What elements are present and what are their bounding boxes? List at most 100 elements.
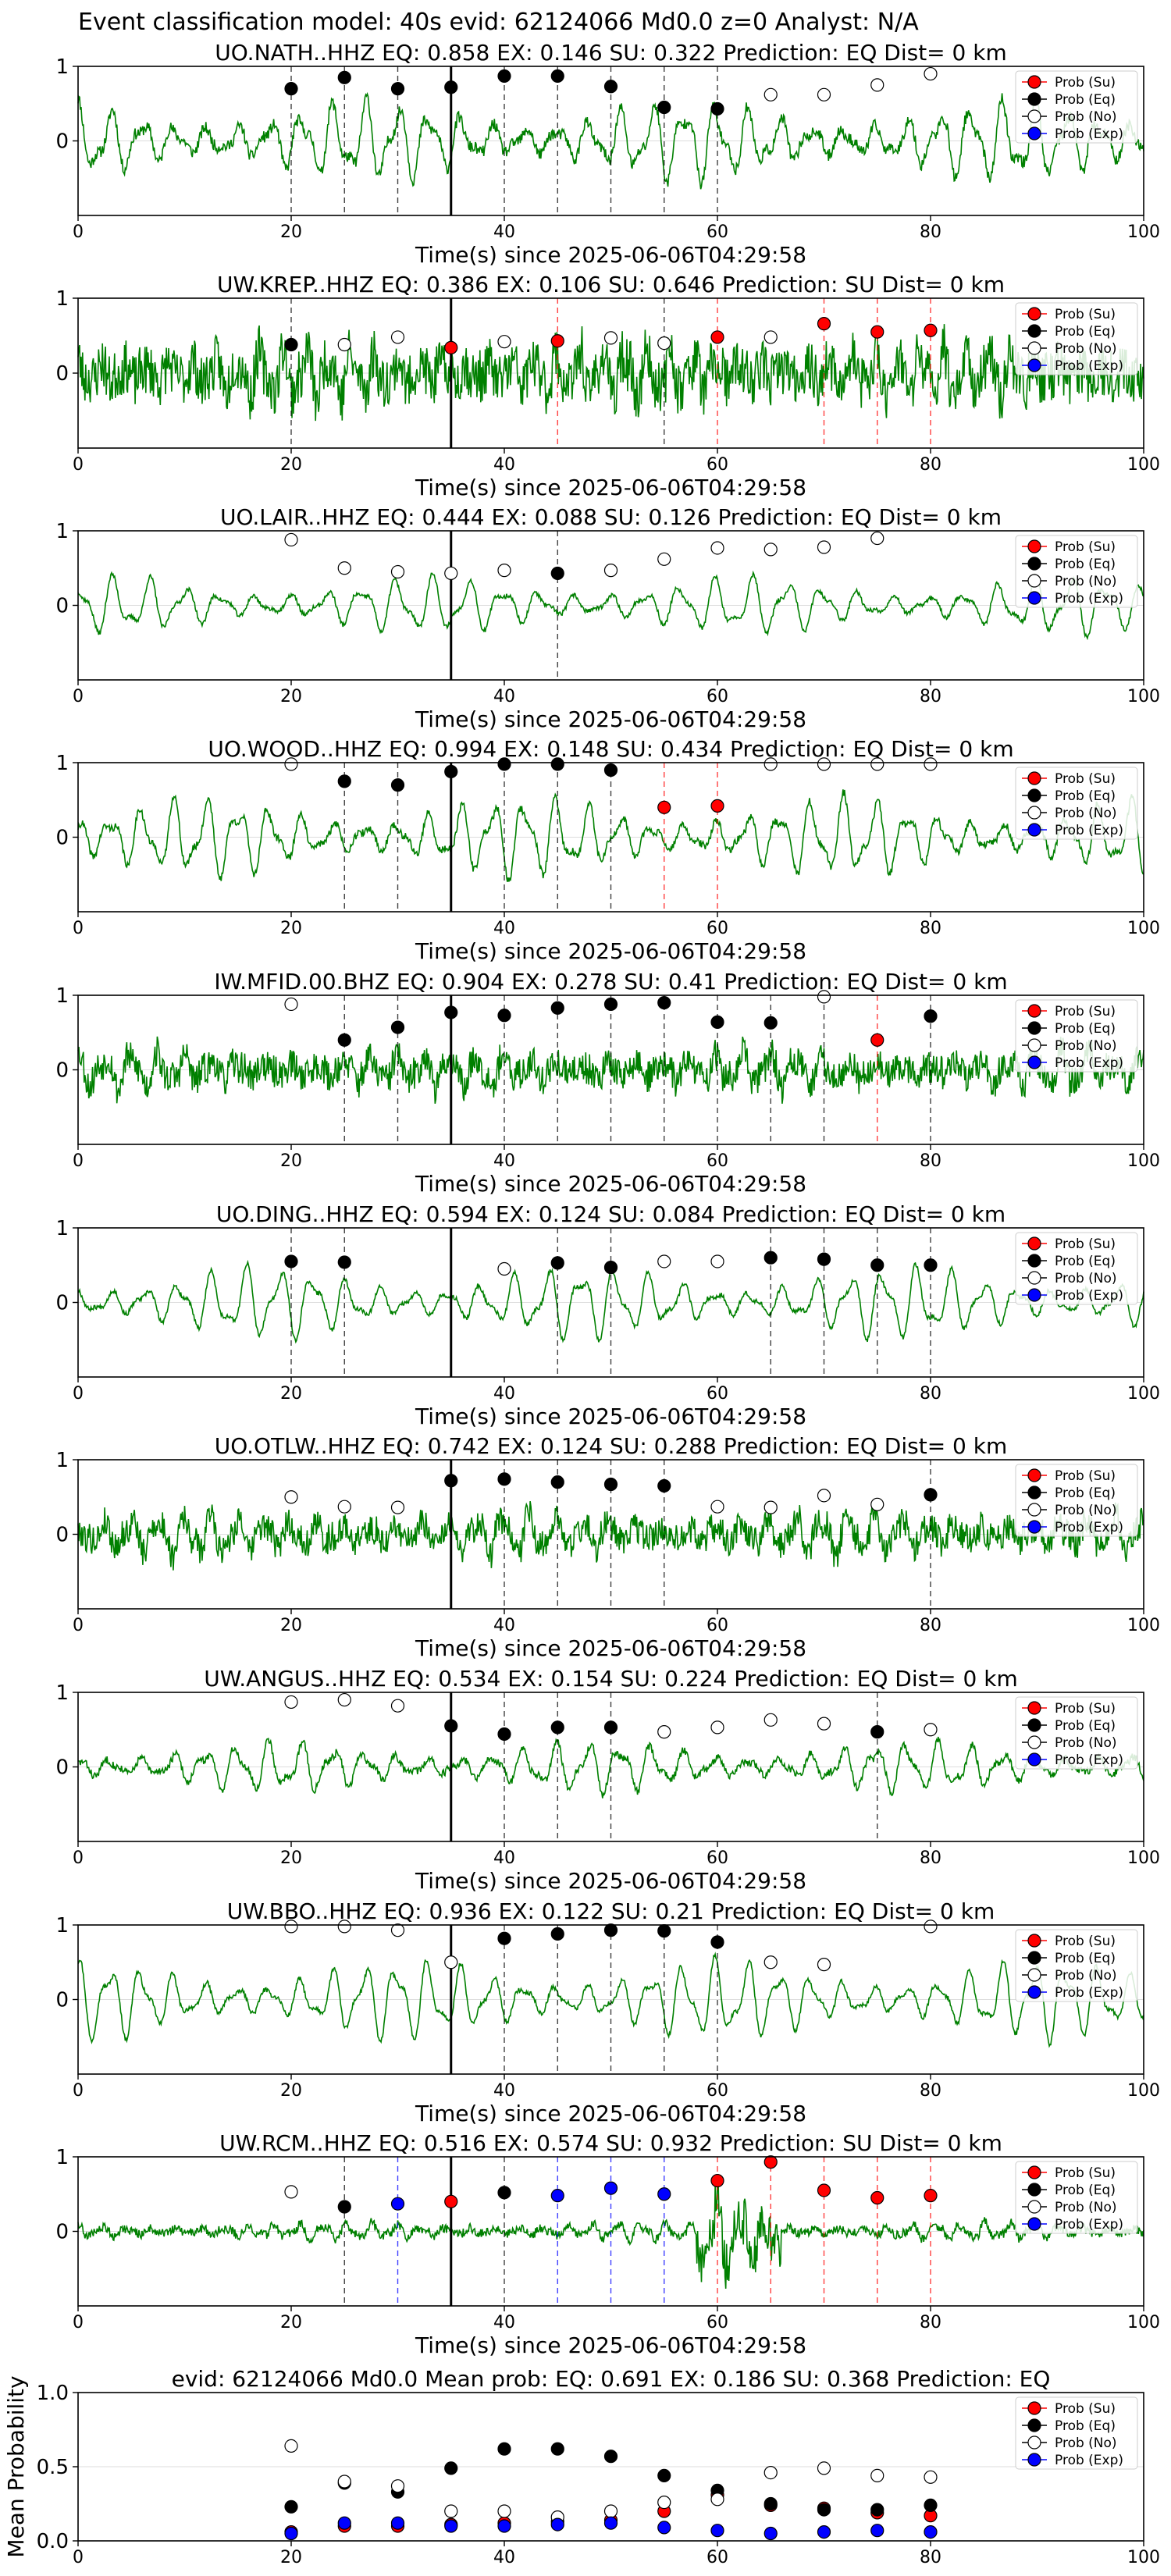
x-tick-label: 40	[493, 1151, 515, 1171]
probability-point	[390, 1020, 405, 1034]
legend-label: Prob (Eq)	[1055, 2183, 1116, 2198]
probability-point	[870, 1258, 884, 1272]
legend-label: Prob (Su)	[1055, 307, 1116, 322]
mean-probability-point	[710, 2524, 724, 2538]
probability-point	[924, 66, 938, 81]
legend-label: Prob (Exp)	[1055, 1288, 1123, 1304]
mean-probability-point	[657, 2496, 671, 2510]
legend: Prob (Su)Prob (Eq)Prob (No)Prob (Exp)	[1015, 1696, 1138, 1770]
x-tick-label: 40	[493, 455, 515, 475]
panel-title: UO.NATH..HHZ EQ: 0.858 EX: 0.146 SU: 0.3…	[215, 40, 1006, 66]
legend-marker	[1027, 2200, 1041, 2214]
mean-probability-point	[657, 2468, 671, 2482]
legend-label: Prob (Eq)	[1055, 788, 1116, 804]
legend-marker	[1027, 1985, 1041, 1999]
y-tick-label: 0	[55, 1292, 69, 1315]
x-tick-label: 0	[73, 1384, 84, 1404]
x-axis-label: Time(s) since 2025-06-06T04:29:58	[415, 2101, 806, 2126]
legend-marker	[1027, 1468, 1041, 1482]
waveform-trace	[77, 1500, 1144, 1571]
legend-label: Prob (No)	[1055, 806, 1117, 821]
probability-point	[497, 564, 511, 578]
y-axis-label: Mean Probability	[3, 2375, 29, 2557]
mean-probability-point	[763, 2466, 778, 2480]
probability-point	[710, 799, 724, 813]
x-tick-label: 100	[1127, 1616, 1160, 1635]
legend-label: Prob (No)	[1055, 1038, 1117, 1054]
x-tick-label: 80	[920, 1848, 941, 1868]
probability-point	[390, 2197, 405, 2211]
probability-point	[390, 778, 405, 792]
probability-point	[603, 1720, 618, 1735]
y-tick-label: 0	[55, 1524, 69, 1547]
legend-marker	[1027, 1485, 1041, 1500]
probability-point	[497, 335, 511, 349]
legend-label: Prob (Exp)	[1055, 358, 1123, 374]
legend-box	[1015, 535, 1138, 608]
waveform-trace	[77, 2180, 1144, 2289]
probability-point	[337, 337, 351, 352]
probability-point	[444, 340, 458, 354]
probability-point	[390, 1923, 405, 1937]
probability-point	[497, 2186, 511, 2200]
legend-label: Prob (No)	[1055, 109, 1117, 125]
legend-label: Prob (No)	[1055, 2200, 1117, 2215]
probability-point	[657, 552, 671, 566]
mean-probability-point	[497, 2504, 511, 2518]
mean-probability-point	[763, 2496, 778, 2511]
probability-point	[763, 757, 778, 771]
legend-marker	[1027, 126, 1041, 141]
probability-point	[337, 561, 351, 575]
x-tick-label: 0	[73, 2313, 84, 2332]
legend-label: Prob (Su)	[1055, 1236, 1116, 1252]
mean-probability-point	[444, 2519, 458, 2533]
legend-label: Prob (Exp)	[1055, 1752, 1123, 1768]
x-tick-label: 0	[73, 222, 84, 242]
probability-point	[710, 1935, 724, 1949]
legend-marker	[1027, 1055, 1041, 1069]
probability-point	[870, 1725, 884, 1739]
legend-marker	[1027, 574, 1041, 588]
probability-point	[284, 1695, 298, 1710]
mean-probability-point	[390, 2516, 405, 2530]
probability-point	[870, 1033, 884, 1047]
probability-point	[870, 2190, 884, 2205]
x-tick-label: 80	[920, 2548, 941, 2567]
y-tick-label: 0.5	[37, 2456, 69, 2479]
x-tick-label: 20	[280, 1151, 302, 1171]
legend-label: Prob (Exp)	[1055, 823, 1123, 838]
probability-point	[337, 1033, 351, 1047]
probability-point	[657, 2187, 671, 2201]
legend-label: Prob (Su)	[1055, 1004, 1116, 1019]
mean-probability-point	[603, 2504, 618, 2518]
mean-probability-point	[444, 2504, 458, 2518]
mean-probability-point	[284, 2439, 298, 2453]
legend-marker	[1027, 591, 1041, 605]
probability-point	[603, 80, 618, 94]
panel-title: UO.OTLW..HHZ EQ: 0.742 EX: 0.124 SU: 0.2…	[215, 1433, 1008, 1459]
x-tick-label: 80	[920, 919, 941, 938]
probability-point	[924, 323, 938, 337]
legend-marker	[1027, 1968, 1041, 1982]
probability-point	[550, 1927, 564, 1941]
legend: Prob (Su)Prob (Eq)Prob (No)Prob (Exp)	[1015, 2396, 1138, 2470]
legend-label: Prob (Eq)	[1055, 2418, 1116, 2434]
chart-panel: UO.OTLW..HHZ EQ: 0.742 EX: 0.124 SU: 0.2…	[55, 1433, 1160, 1661]
probability-point	[603, 564, 618, 578]
legend-marker	[1027, 1254, 1041, 1268]
x-tick-label: 0	[73, 2548, 84, 2567]
probability-point	[710, 101, 724, 116]
x-tick-label: 60	[707, 919, 728, 938]
mean-probability-point	[284, 2526, 298, 2541]
probability-point	[497, 757, 511, 771]
x-tick-label: 0	[73, 1151, 84, 1171]
legend-label: Prob (Exp)	[1055, 126, 1123, 142]
x-tick-label: 100	[1127, 687, 1160, 706]
legend-label: Prob (Exp)	[1055, 1985, 1123, 2001]
probability-point	[284, 532, 298, 547]
legend-marker	[1027, 806, 1041, 820]
x-axis-label: Time(s) since 2025-06-06T04:29:58	[415, 475, 806, 500]
probability-point	[444, 1474, 458, 1488]
axes-frame	[77, 1227, 1144, 1378]
